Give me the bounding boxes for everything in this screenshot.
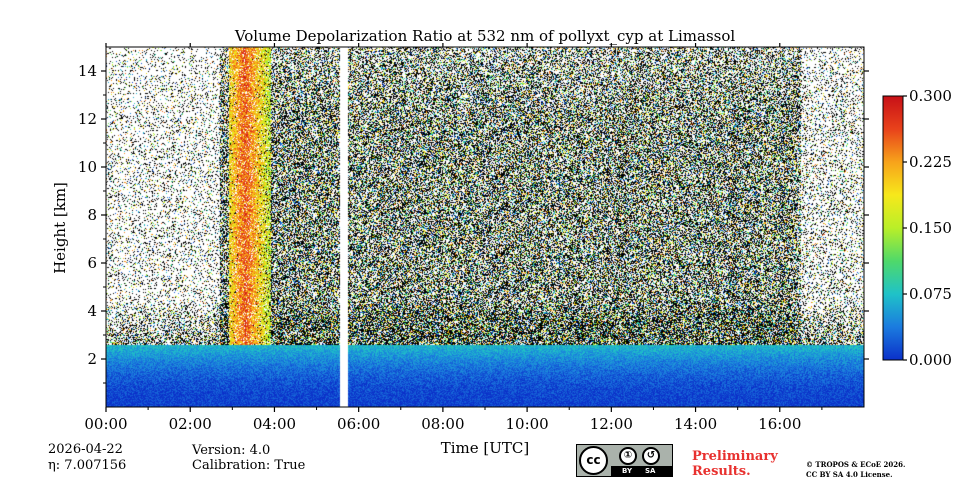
x-tick-label: 02:00 xyxy=(169,415,212,433)
colorbar-tick-label: 0.300 xyxy=(909,87,952,105)
x-tick-label: 04:00 xyxy=(253,415,296,433)
x-tick-label: 14:00 xyxy=(674,415,717,433)
y-tick-label: 10 xyxy=(78,158,97,176)
x-axis-label: Time [UTC] xyxy=(441,439,530,457)
colorbar-scale xyxy=(882,95,904,361)
copyright-notice: © TROPOS & ECoE 2026. CC BY SA 4.0 Licen… xyxy=(806,460,905,480)
heatmap-raster xyxy=(106,47,864,407)
share-alike-icon: ↺ xyxy=(642,447,660,465)
license-strip: BY SA xyxy=(611,466,673,476)
colorbar-tick-label: 0.075 xyxy=(909,285,952,303)
cc-license-badge: cc ① ↺ BY SA xyxy=(576,444,673,477)
y-tick-label: 12 xyxy=(78,110,97,128)
copyright-line-1: © TROPOS & ECoE 2026. xyxy=(806,460,906,469)
preliminary-line-2: Results. xyxy=(692,464,751,479)
y-tick-label: 14 xyxy=(78,62,97,80)
eta-label: η: 7.007156 xyxy=(48,458,127,473)
colorbar-tick-label: 0.150 xyxy=(909,219,952,237)
copyright-line-2: CC BY SA 4.0 License. xyxy=(806,470,893,479)
x-tick-label: 00:00 xyxy=(84,415,127,433)
preliminary-line-1: Preliminary xyxy=(692,449,778,464)
version-label: Version: 4.0 xyxy=(192,443,271,458)
colorbar-tick-label: 0.225 xyxy=(909,153,952,171)
x-tick-label: 12:00 xyxy=(590,415,633,433)
y-tick-label: 2 xyxy=(87,350,97,368)
x-tick-label: 08:00 xyxy=(421,415,464,433)
y-tick-label: 8 xyxy=(87,206,97,224)
colorbar-tick-label: 0.000 xyxy=(909,351,952,369)
date-label: 2026-04-22 xyxy=(48,442,123,457)
chart-title: Volume Depolarization Ratio at 532 nm of… xyxy=(234,27,736,45)
cc-icon: cc xyxy=(579,446,608,475)
plot-area xyxy=(105,46,865,408)
y-tick-label: 6 xyxy=(87,254,97,272)
x-tick-label: 10:00 xyxy=(505,415,548,433)
preliminary-notice: Preliminary Results. xyxy=(692,449,778,479)
calibration-label: Calibration: True xyxy=(192,458,306,473)
y-axis: 2 4 6 8 10 12 14 xyxy=(78,62,869,384)
by-text: BY xyxy=(622,467,633,475)
x-tick-label: 06:00 xyxy=(337,415,380,433)
sa-text: SA xyxy=(645,467,656,475)
y-tick-label: 4 xyxy=(87,302,97,320)
colorbar: 0.000 0.075 0.150 0.225 0.300 xyxy=(882,87,952,369)
by-attribution-icon: ① xyxy=(619,447,637,465)
x-tick-label: 16:00 xyxy=(758,415,801,433)
x-axis: 00:00 02:00 04:00 06:00 08:00 10:00 12:00 14:00… xyxy=(84,43,823,433)
y-axis-label: Height [km] xyxy=(51,182,69,274)
